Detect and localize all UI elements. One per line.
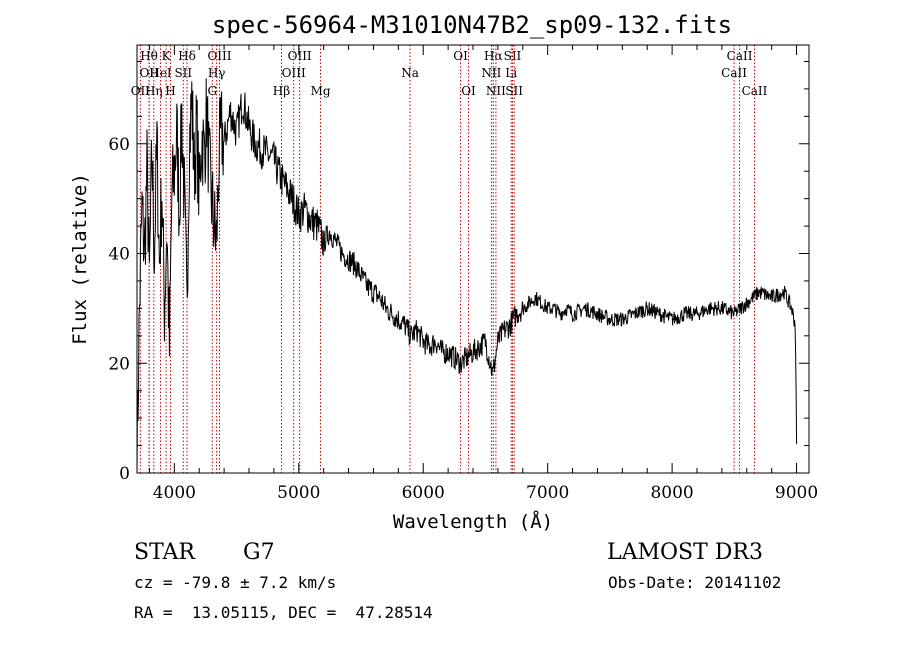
redshift-readout: cz = -79.8 ± 7.2 km/s [134, 573, 337, 592]
line-marker-label: OI [461, 84, 476, 98]
line-marker-label: K [162, 49, 172, 63]
line-marker-label: OII [131, 84, 151, 98]
line-marker-label: SII [504, 49, 522, 63]
plot-frame [136, 44, 810, 474]
survey-name: LAMOST DR3 [607, 540, 763, 565]
object-subclass: G7 [243, 540, 275, 565]
flux-series-line [136, 78, 798, 474]
line-marker-label: OIII [288, 49, 312, 63]
x-tick-label: 9000 [775, 483, 818, 503]
line-marker-label: NII [486, 84, 506, 98]
line-marker-label: Mg [311, 84, 331, 98]
x-tick-label: 5000 [277, 483, 320, 503]
line-marker-label: CaII [721, 66, 747, 80]
x-tick-label: 4000 [153, 483, 196, 503]
line-marker-label: Na [401, 66, 419, 80]
line-marker-label: Hδ [178, 49, 196, 63]
line-marker-label: SII [174, 66, 192, 80]
line-marker-label: OIII [282, 66, 306, 80]
y-tick-label: 0 [119, 464, 130, 484]
x-axis-label: Wavelength (Å) [393, 510, 553, 533]
series-layer [136, 78, 798, 474]
line-marker-label: Hγ [208, 66, 226, 80]
line-marker-label: NII [481, 66, 501, 80]
coordinates: RA = 13.05115, DEC = 47.28514 [134, 603, 433, 622]
x-tick-label: 6000 [402, 483, 445, 503]
axis-ticks: 4000 5000 6000 7000 8000 9000 0 20 40 60 [108, 45, 818, 503]
x-tick-label: 7000 [526, 483, 569, 503]
line-marker-label: CaII [742, 84, 768, 98]
y-tick-label: 40 [108, 245, 130, 265]
chart-title: spec-56964-M31010N47B2_sp09-132.fits [212, 11, 732, 39]
line-marker-label: Hβ [273, 84, 290, 98]
line-marker-label: Hη [145, 84, 163, 98]
y-tick-label: 60 [108, 135, 130, 155]
line-marker-label: OIII [207, 49, 231, 63]
line-marker-label: HeI [149, 66, 172, 80]
y-axis-label: Flux (relative) [69, 173, 91, 345]
line-marker-label: G [207, 84, 217, 98]
line-marker-label: Li [505, 66, 517, 80]
y-tick-label: 20 [108, 354, 130, 374]
x-tick-label: 8000 [650, 483, 693, 503]
line-marker-label: CaII [727, 49, 753, 63]
line-marker-label: Hα [484, 49, 503, 63]
line-marker-label: SII [505, 84, 523, 98]
line-marker-label: H [165, 84, 175, 98]
object-class: STAR [134, 540, 195, 565]
obs-date: Obs-Date: 20141102 [608, 573, 782, 592]
line-marker-label: OI [453, 49, 468, 63]
